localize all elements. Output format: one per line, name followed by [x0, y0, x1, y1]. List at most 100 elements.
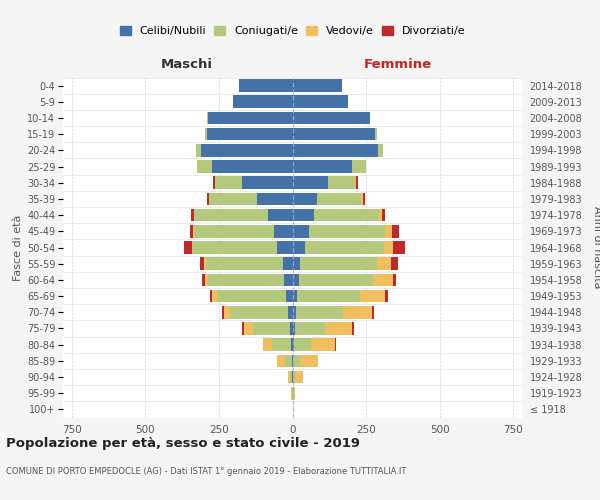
Bar	[293, 354, 300, 367]
Bar	[305, 241, 384, 254]
Bar	[194, 209, 268, 222]
Bar	[385, 225, 392, 237]
Bar	[205, 274, 208, 286]
Text: COMUNE DI PORTO EMPEDOCLE (AG) - Dati ISTAT 1° gennaio 2019 - Elaborazione TUTTI: COMUNE DI PORTO EMPEDOCLE (AG) - Dati IS…	[6, 468, 406, 476]
Bar	[272, 338, 291, 351]
Bar	[200, 144, 293, 156]
Bar	[205, 128, 206, 140]
Bar	[283, 258, 293, 270]
Bar	[204, 258, 206, 270]
Bar	[300, 258, 377, 270]
Bar	[352, 160, 366, 173]
Text: Femmine: Femmine	[364, 58, 432, 70]
Bar	[294, 338, 311, 351]
Bar	[233, 96, 293, 108]
Bar	[325, 322, 352, 335]
Bar	[288, 370, 290, 384]
Bar	[222, 306, 224, 318]
Bar	[257, 192, 293, 205]
Bar	[224, 306, 230, 318]
Bar	[361, 192, 363, 205]
Bar	[291, 338, 293, 351]
Bar	[382, 209, 385, 222]
Bar	[293, 370, 295, 384]
Bar	[290, 322, 293, 335]
Bar	[373, 274, 393, 286]
Bar	[295, 370, 303, 384]
Bar	[293, 209, 314, 222]
Bar	[263, 338, 272, 351]
Bar	[244, 322, 253, 335]
Y-axis label: Anni di nascita: Anni di nascita	[592, 206, 600, 289]
Bar	[372, 306, 374, 318]
Bar	[335, 338, 336, 351]
Bar	[290, 370, 292, 384]
Bar	[297, 290, 359, 302]
Bar	[284, 274, 293, 286]
Bar	[293, 160, 352, 173]
Bar	[314, 209, 379, 222]
Bar	[293, 241, 305, 254]
Bar	[288, 306, 293, 318]
Bar	[311, 338, 335, 351]
Bar	[277, 354, 285, 367]
Bar	[200, 258, 204, 270]
Bar	[277, 241, 293, 254]
Bar	[379, 144, 383, 156]
Bar	[293, 192, 317, 205]
Bar	[293, 128, 376, 140]
Bar	[293, 274, 299, 286]
Bar	[377, 258, 391, 270]
Bar	[293, 306, 296, 318]
Bar	[392, 225, 400, 237]
Bar	[393, 241, 406, 254]
Bar	[202, 274, 205, 286]
Bar	[391, 258, 398, 270]
Bar	[268, 209, 293, 222]
Bar	[194, 225, 274, 237]
Bar	[193, 241, 277, 254]
Bar	[211, 290, 212, 302]
Bar	[190, 225, 193, 237]
Bar	[376, 128, 377, 140]
Bar	[293, 258, 300, 270]
Bar	[393, 274, 396, 286]
Bar	[206, 258, 283, 270]
Bar	[299, 274, 373, 286]
Bar	[213, 176, 215, 189]
Bar	[206, 128, 293, 140]
Bar	[309, 225, 385, 237]
Bar	[293, 80, 341, 92]
Bar	[217, 290, 286, 302]
Bar	[292, 354, 293, 367]
Bar	[352, 322, 354, 335]
Bar	[293, 176, 328, 189]
Bar	[191, 209, 194, 222]
Bar	[212, 290, 217, 302]
Legend: Celibi/Nubili, Coniugati/e, Vedovi/e, Divorziati/e: Celibi/Nubili, Coniugati/e, Vedovi/e, Di…	[118, 24, 467, 38]
Bar	[196, 144, 200, 156]
Y-axis label: Fasce di età: Fasce di età	[13, 214, 23, 280]
Bar	[293, 322, 295, 335]
Bar	[239, 80, 293, 92]
Bar	[293, 338, 294, 351]
Bar	[379, 209, 382, 222]
Bar	[207, 192, 209, 205]
Bar	[197, 160, 212, 173]
Bar	[343, 306, 372, 318]
Bar	[293, 96, 347, 108]
Bar	[193, 225, 194, 237]
Bar	[208, 112, 293, 124]
Bar	[293, 290, 297, 302]
Bar	[328, 176, 355, 189]
Bar	[385, 290, 388, 302]
Text: Maschi: Maschi	[161, 58, 213, 70]
Bar	[212, 160, 293, 173]
Bar	[293, 144, 379, 156]
Bar	[191, 241, 193, 254]
Bar	[293, 112, 370, 124]
Bar	[274, 225, 293, 237]
Bar	[242, 176, 293, 189]
Bar	[207, 112, 208, 124]
Bar	[253, 322, 290, 335]
